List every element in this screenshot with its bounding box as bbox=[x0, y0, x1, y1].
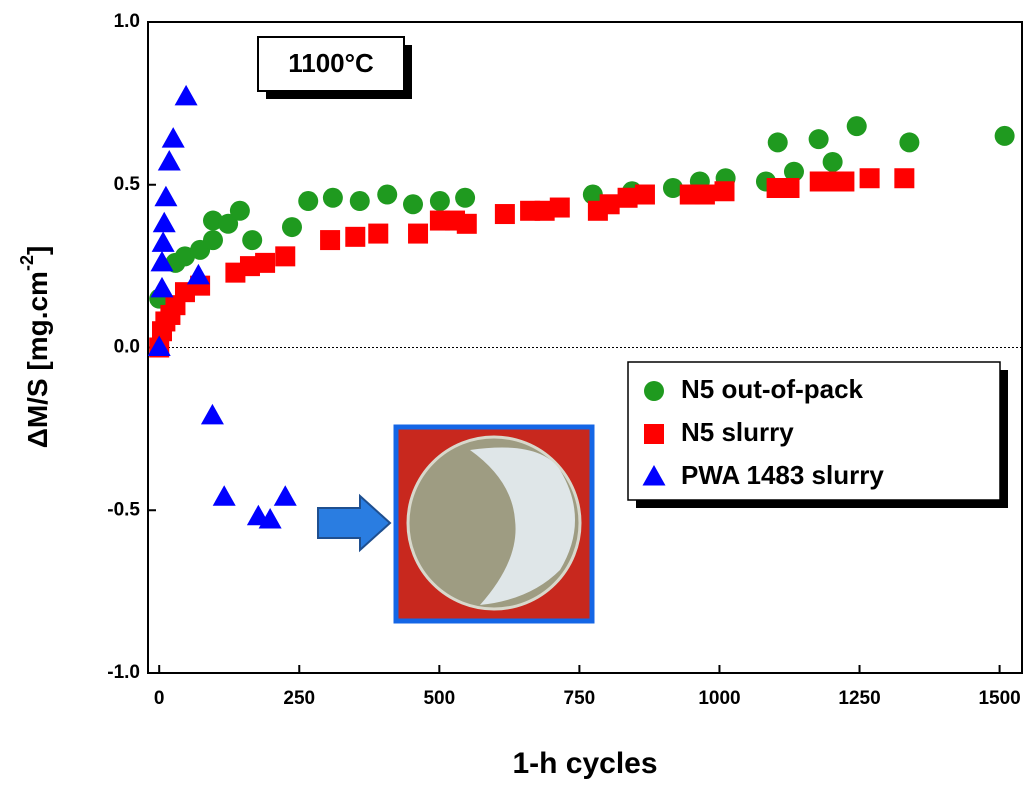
point bbox=[274, 485, 297, 506]
x-tick-label: 250 bbox=[283, 688, 315, 709]
x-axis-label: 1-h cycles bbox=[512, 747, 657, 780]
x-tick-label: 1500 bbox=[978, 688, 1020, 709]
point bbox=[894, 168, 914, 188]
point bbox=[618, 188, 638, 208]
point bbox=[550, 198, 570, 218]
y-axis-label-text: ΔM/S [mg.cm bbox=[22, 271, 53, 448]
point bbox=[154, 186, 177, 207]
legend: N5 out-of-pack N5 slurry PWA 1483 slurry bbox=[628, 362, 1008, 508]
point bbox=[298, 191, 318, 211]
point bbox=[809, 129, 829, 149]
inset-photo bbox=[396, 427, 592, 621]
point bbox=[230, 201, 250, 221]
point bbox=[823, 152, 843, 172]
point bbox=[600, 194, 620, 214]
y-tick-label: 0.5 bbox=[114, 174, 141, 195]
point bbox=[345, 227, 365, 247]
y-axis-label-sup: -2 bbox=[17, 255, 37, 271]
point bbox=[152, 231, 175, 252]
point bbox=[834, 171, 854, 191]
y-axis-label: ΔM/S [mg.cm-2] bbox=[17, 246, 54, 449]
point bbox=[715, 181, 735, 201]
x-tick-label: 1250 bbox=[838, 688, 880, 709]
point bbox=[175, 85, 198, 106]
point bbox=[995, 126, 1015, 146]
x-tick-label: 750 bbox=[564, 688, 596, 709]
point bbox=[408, 224, 428, 244]
arrow bbox=[318, 496, 390, 550]
point bbox=[153, 212, 176, 233]
legend-label: N5 out-of-pack bbox=[681, 374, 864, 404]
point bbox=[255, 253, 275, 273]
point bbox=[768, 132, 788, 152]
point bbox=[779, 178, 799, 198]
point bbox=[275, 246, 295, 266]
legend-marker bbox=[644, 424, 664, 444]
point bbox=[430, 191, 450, 211]
x-tick-label: 500 bbox=[423, 688, 455, 709]
point bbox=[323, 188, 343, 208]
point bbox=[455, 188, 475, 208]
point bbox=[457, 214, 477, 234]
point bbox=[158, 150, 181, 171]
chart: 1100°C 1-h cycles ΔM/S [mg.cm-2] -1.0 -0.… bbox=[0, 0, 1031, 787]
y-tick-label: 1.0 bbox=[114, 11, 140, 32]
annotation: 1100°C bbox=[288, 48, 374, 78]
point bbox=[377, 185, 397, 205]
y-tick-label: -1.0 bbox=[107, 662, 140, 683]
annotation-box: 1100°C bbox=[258, 37, 412, 99]
point bbox=[860, 168, 880, 188]
point bbox=[162, 127, 185, 147]
point bbox=[368, 224, 388, 244]
point bbox=[282, 217, 302, 237]
y-axis-label-suffix: ] bbox=[22, 246, 53, 255]
x-tick-label: 1000 bbox=[698, 688, 740, 709]
point bbox=[320, 230, 340, 250]
y-tick-label: -0.5 bbox=[107, 499, 140, 520]
point bbox=[495, 204, 515, 224]
x-tick-label: 0 bbox=[154, 688, 165, 709]
point bbox=[203, 230, 223, 250]
point bbox=[695, 185, 715, 205]
legend-label: N5 slurry bbox=[681, 417, 794, 447]
point bbox=[635, 185, 655, 205]
point bbox=[151, 277, 174, 298]
point bbox=[201, 404, 224, 425]
point bbox=[242, 230, 262, 250]
point bbox=[187, 264, 210, 285]
legend-marker bbox=[644, 381, 664, 401]
point bbox=[847, 116, 867, 136]
point bbox=[403, 194, 423, 214]
point bbox=[350, 191, 370, 211]
y-tick-label: 0.0 bbox=[114, 337, 140, 358]
point bbox=[899, 132, 919, 152]
legend-label: PWA 1483 slurry bbox=[681, 460, 884, 490]
point bbox=[213, 485, 236, 506]
